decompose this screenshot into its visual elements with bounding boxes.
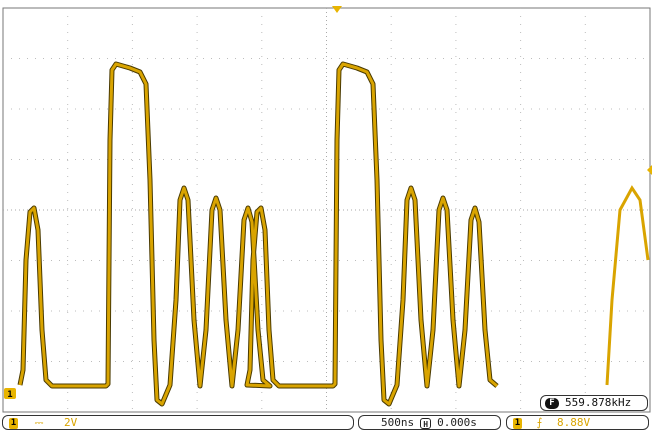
trace-signal-tail xyxy=(605,185,650,386)
channel-1-icon: 1 xyxy=(9,417,18,429)
frequency-value: 559.878kHz xyxy=(565,396,632,409)
channel-1-scale: 2V xyxy=(64,416,78,429)
frequency-f-icon: F xyxy=(545,397,559,409)
waveform-trace xyxy=(17,61,650,407)
channel-1-settings[interactable]: 1 ⎓ 2V xyxy=(2,415,354,430)
trigger-level: 8.88V xyxy=(556,416,591,429)
timebase-settings[interactable]: 500ns H 0.000s xyxy=(358,415,501,430)
trace-signal xyxy=(18,62,498,406)
rising-edge-icon: ⨍ xyxy=(536,416,543,429)
trigger-source-icon: 1 xyxy=(513,417,522,429)
timebase-scale: 500ns xyxy=(381,416,415,429)
channel-ground-label: 1 xyxy=(7,390,12,400)
frequency-readout: F 559.878kHz xyxy=(540,395,648,411)
horizontal-h-icon: H xyxy=(420,417,432,429)
channel-ground-marker[interactable] xyxy=(4,388,16,399)
dc-coupling-icon: ⎓ xyxy=(34,416,44,429)
horizontal-position: 0.000s xyxy=(437,416,477,429)
trigger-settings[interactable]: 1 ⨍ 8.88V xyxy=(506,415,649,430)
trigger-position-marker[interactable] xyxy=(332,6,342,13)
trigger-level-marker[interactable] xyxy=(647,165,652,175)
status-bar: 1 ⎓ 2V 500ns H 0.000s 1 ⨍ 8.88V xyxy=(0,414,652,432)
